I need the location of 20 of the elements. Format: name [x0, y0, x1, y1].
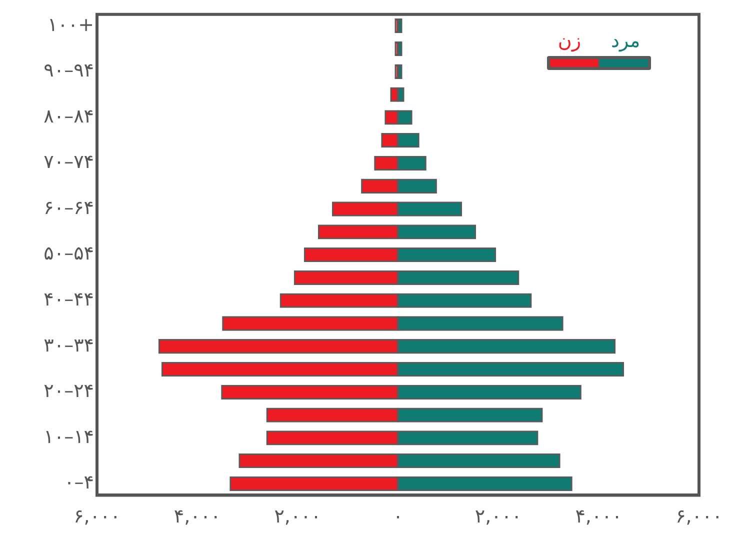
y-tick-label: ۷۰–۷۴ — [44, 151, 94, 174]
y-tick-label: ۳۰–۳۴ — [44, 334, 94, 356]
x-tick-label: ۲,۰۰۰ — [474, 506, 522, 528]
y-tick-label: ۹۰–۹۴ — [44, 60, 94, 82]
y-tick-label: ۵۰–۵۴ — [44, 242, 94, 265]
x-tick-label: ۲,۰۰۰ — [274, 506, 322, 528]
y-tick-label: ۸۰–۸۴ — [44, 105, 94, 128]
y-tick-label: ۰–۴ — [64, 472, 94, 494]
x-tick-label: ۶,۰۰۰ — [74, 506, 120, 528]
y-tick-label: ۱۰۰+ — [47, 14, 94, 36]
text: مرد — [611, 30, 640, 52]
x-tick-label: ۶,۰۰۰ — [676, 506, 722, 528]
x-tick-label: ۰ — [392, 506, 404, 528]
y-tick-label: ۲۰–۲۴ — [44, 380, 94, 402]
x-tick-label: ۴,۰۰۰ — [575, 506, 622, 528]
y-tick-label: ۴۰–۴۴ — [44, 288, 94, 311]
text: زن — [558, 30, 582, 52]
x-tick-label: ۴,۰۰۰ — [174, 506, 221, 528]
y-tick-label: ۶۰–۶۴ — [44, 196, 94, 219]
y-tick-label: ۱۰–۱۴ — [44, 426, 94, 448]
